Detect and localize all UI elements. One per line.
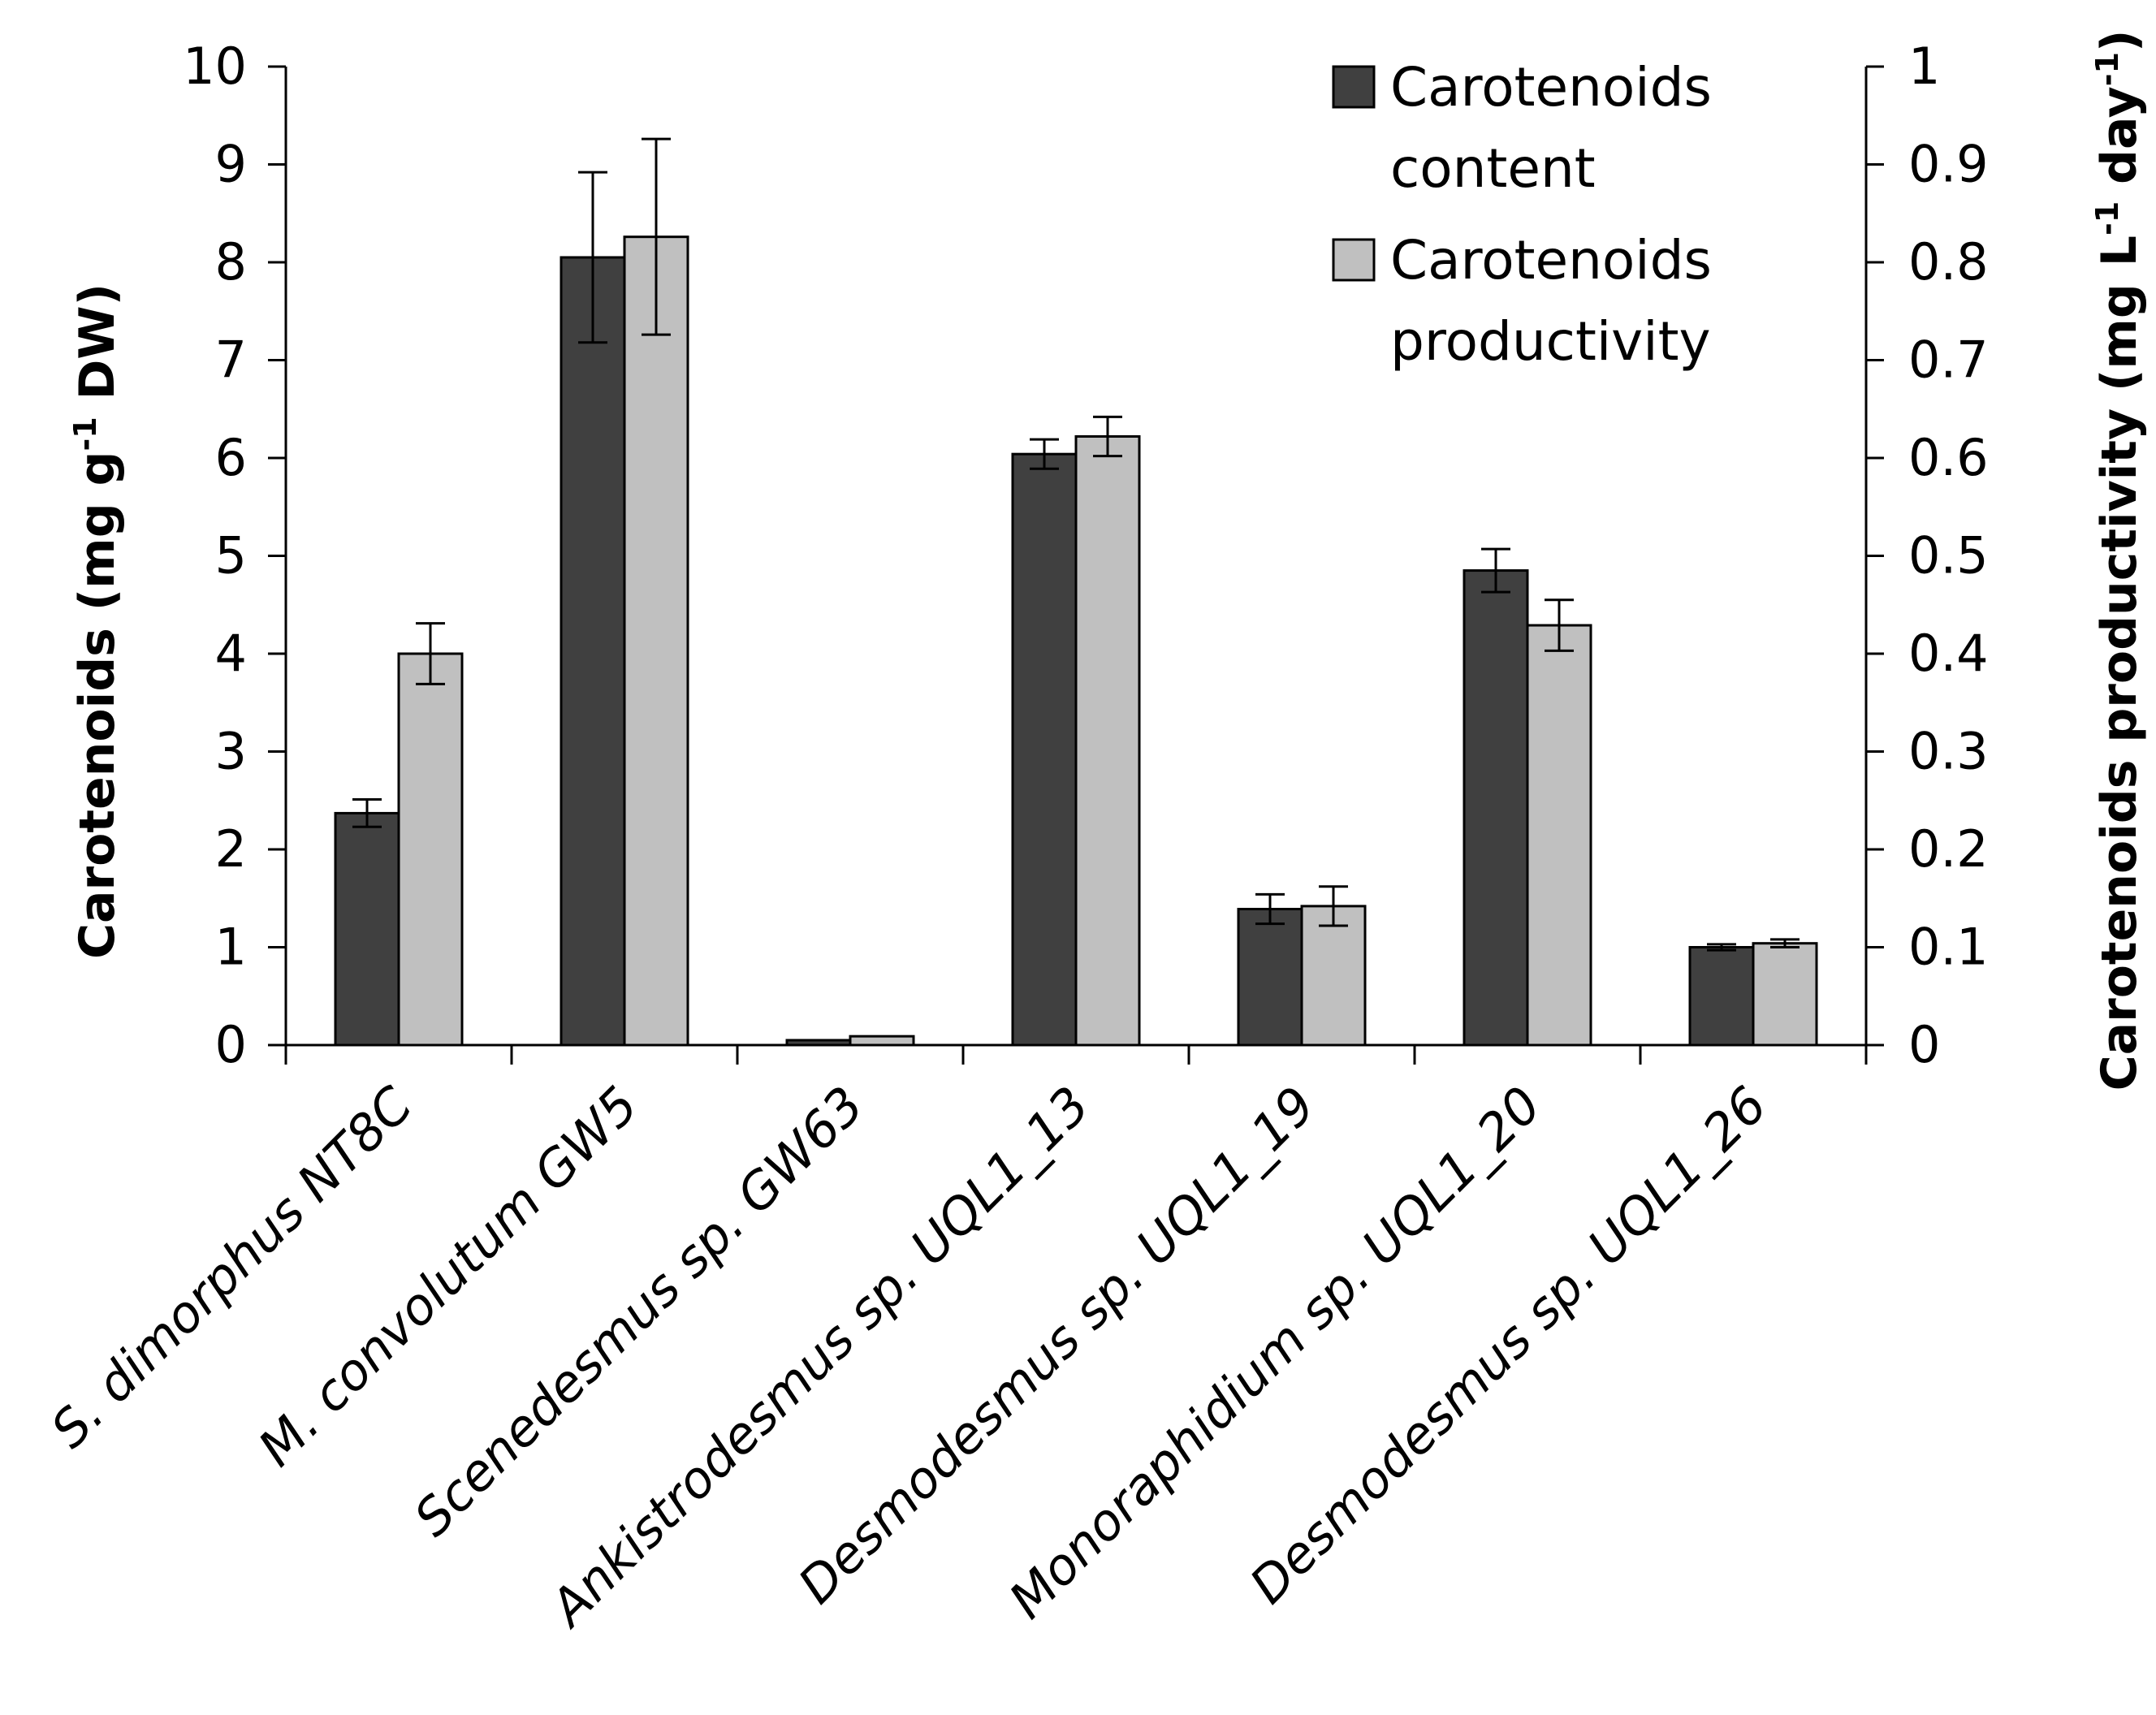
- legend: Carotenoids content Carotenoids producti…: [1332, 56, 1712, 373]
- bar-productivity-2: [849, 1035, 915, 1047]
- y-axis-left-title: Carotenoids (mg g-1 DW): [67, 283, 126, 959]
- plot-error-bars: [352, 137, 1800, 952]
- y-left-tick-label: 3: [215, 722, 247, 781]
- y-left-tick-label: 6: [215, 428, 247, 487]
- error-bar-productivity-4: [1319, 885, 1348, 927]
- category-label-2: Scenedesmus sp. GW63: [403, 1075, 875, 1548]
- bar-productivity-4: [1300, 905, 1367, 1047]
- y-right-tick-label: 0.9: [1908, 135, 1989, 194]
- error-bar-content-6: [1707, 943, 1736, 952]
- y-right-tick-label: 0.7: [1908, 330, 1989, 390]
- y-left-tick-label: 5: [215, 526, 247, 585]
- y-left-tick-label: 8: [215, 232, 247, 292]
- legend-label-productivity: Carotenoids: [1390, 229, 1712, 292]
- y-left-tick-label: 7: [215, 330, 247, 390]
- y-right-tick-label: 0: [1908, 1015, 1940, 1074]
- category-label-0: S. dimorphus NT8C: [39, 1074, 424, 1459]
- bar-content-0: [334, 811, 400, 1047]
- y-right-tick-label: 0.6: [1908, 428, 1989, 487]
- bar-productivity-1: [623, 235, 689, 1047]
- y-left-tick-label: 10: [183, 37, 247, 96]
- y-left-tick-label: 9: [215, 135, 247, 194]
- y-right-tick-label: 0.5: [1908, 526, 1989, 585]
- y-left-tick-label: 2: [215, 819, 247, 879]
- y-left-tick-label: 4: [215, 624, 247, 683]
- error-bar-productivity-3: [1093, 415, 1122, 458]
- y-right-tick-label: 0.3: [1908, 722, 1989, 781]
- bar-content-1: [560, 256, 626, 1047]
- bar-content-6: [1688, 946, 1755, 1047]
- error-bar-content-3: [1030, 438, 1059, 470]
- bar-productivity-5: [1526, 624, 1592, 1047]
- bar-content-3: [1011, 452, 1078, 1047]
- y-right-tick-label: 0.8: [1908, 232, 1989, 292]
- legend-swatch-productivity: [1332, 238, 1376, 282]
- error-bar-content-0: [352, 798, 382, 828]
- bar-productivity-3: [1074, 434, 1141, 1047]
- error-bar-productivity-6: [1770, 938, 1800, 948]
- y-right-tick-label: 1: [1908, 37, 1940, 96]
- category-label-1: M. convolutum GW5: [247, 1075, 650, 1478]
- legend-label-productivity-line2: productivity: [1390, 310, 1711, 373]
- error-bar-content-1: [578, 171, 607, 344]
- legend-swatch-content: [1332, 65, 1376, 109]
- y-right-tick-label: 0.4: [1908, 624, 1989, 683]
- legend-label-content: Carotenoids: [1390, 56, 1712, 119]
- y-left-tick-label: 0: [215, 1015, 247, 1074]
- error-bar-content-4: [1255, 892, 1285, 926]
- axes: 0 1 2 3 4 5 6 7 8 9 10 0 0.1 0.2 0.3 0.4 0.5 0.6 0.7 0.8 0.9…: [183, 37, 1989, 1074]
- y-right-tick-label: 0.1: [1908, 918, 1989, 977]
- error-bar-productivity-1: [642, 137, 671, 336]
- error-bar-productivity-5: [1545, 598, 1574, 652]
- error-bar-productivity-0: [416, 622, 445, 685]
- legend-label-content-line2: content: [1390, 137, 1596, 200]
- bar-content-5: [1463, 569, 1529, 1047]
- y-right-tick-label: 0.2: [1908, 819, 1989, 879]
- error-bar-content-5: [1481, 547, 1510, 594]
- bar-content-4: [1237, 908, 1303, 1047]
- bar-productivity-0: [397, 652, 464, 1047]
- y-left-tick-label: 1: [215, 918, 247, 977]
- bar-productivity-6: [1752, 942, 1818, 1047]
- y-axis-right-title: Carotenoids productivity (mg L-1 day-1): [2089, 30, 2148, 1091]
